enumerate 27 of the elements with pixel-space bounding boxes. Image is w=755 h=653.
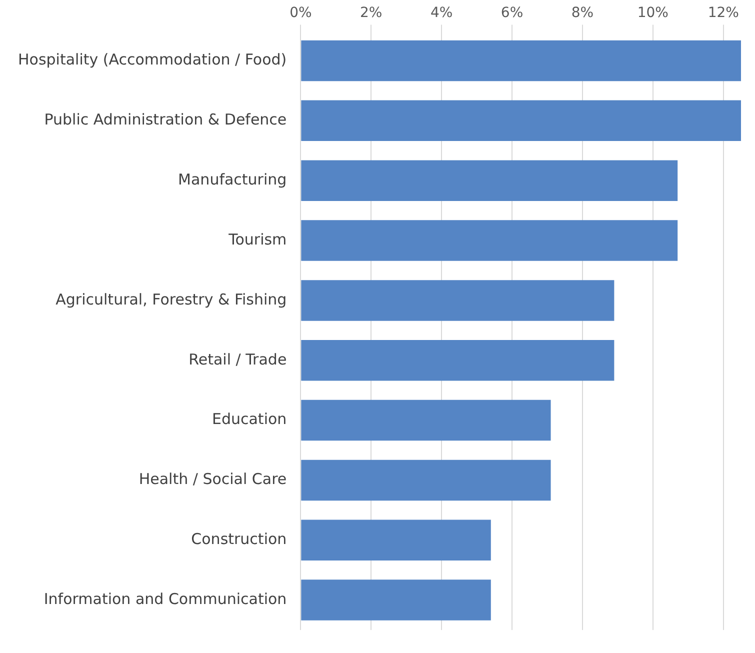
bar: [301, 100, 741, 142]
x-tick-label: 8%: [571, 5, 594, 22]
bar: [301, 580, 491, 620]
x-tick-label: 4%: [430, 5, 453, 22]
x-tick-label: 0%: [290, 5, 312, 22]
bar: [301, 520, 491, 560]
bar: [301, 220, 678, 261]
y-tick-label: Agricultural, Forestry & Fishing: [56, 290, 287, 308]
bar: [301, 280, 614, 321]
y-tick-label: Information and Communication: [44, 590, 287, 608]
x-tick-label: 10%: [637, 5, 668, 22]
y-tick-label: Education: [212, 410, 287, 428]
bar: [301, 400, 551, 441]
bar: [301, 160, 678, 201]
y-tick-label: Health / Social Care: [138, 470, 287, 488]
y-tick-label: Public Administration & Defence: [44, 110, 287, 129]
x-tick-label: 12%: [708, 5, 739, 22]
x-tick-label: 6%: [500, 5, 524, 22]
y-tick-label: Construction: [191, 530, 287, 548]
y-tick-label: Retail / Trade: [188, 350, 287, 368]
bar: [301, 340, 614, 381]
y-tick-label: Hospitality (Accommodation / Food): [18, 50, 287, 69]
y-tick-label: Manufacturing: [178, 170, 287, 188]
bar: [301, 460, 551, 501]
y-tick-label: Tourism: [228, 230, 287, 248]
bar: [301, 40, 741, 82]
x-tick-label: 2%: [360, 5, 382, 22]
